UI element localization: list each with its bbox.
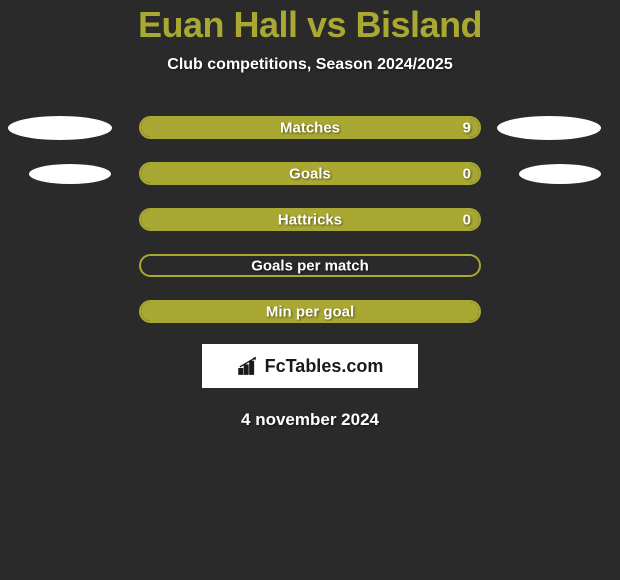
stat-value: 9: [463, 119, 471, 136]
right-ellipse-icon: [497, 116, 601, 140]
brand-logo: FcTables.com: [202, 344, 418, 388]
stat-label: Min per goal: [266, 303, 354, 320]
right-ellipse-icon: [519, 164, 601, 184]
stat-row-goals-per-match: Goals per match: [0, 254, 620, 277]
comparison-title: Euan Hall vs Bisland: [138, 4, 482, 46]
stat-bar: Hattricks 0: [139, 208, 481, 231]
stat-label: Matches: [280, 119, 340, 136]
comparison-subtitle: Club competitions, Season 2024/2025: [167, 56, 452, 74]
stat-label: Hattricks: [278, 211, 342, 228]
stat-value: 0: [463, 211, 471, 228]
stat-label: Goals: [289, 165, 331, 182]
stat-row-min-per-goal: Min per goal: [0, 300, 620, 323]
stat-bar: Min per goal: [139, 300, 481, 323]
chart-icon: [237, 356, 259, 376]
stat-bar: Goals 0: [139, 162, 481, 185]
stat-label: Goals per match: [251, 257, 369, 274]
stat-value: 0: [463, 165, 471, 182]
left-ellipse-icon: [29, 164, 111, 184]
brand-text: FcTables.com: [265, 356, 384, 377]
stats-container: Matches 9 Goals 0 Hattricks 0 Goals per …: [0, 116, 620, 323]
stat-row-goals: Goals 0: [0, 162, 620, 185]
left-ellipse-icon: [8, 116, 112, 140]
stat-row-hattricks: Hattricks 0: [0, 208, 620, 231]
stat-bar: Matches 9: [139, 116, 481, 139]
stat-row-matches: Matches 9: [0, 116, 620, 139]
date-label: 4 november 2024: [241, 410, 379, 430]
stat-bar: Goals per match: [139, 254, 481, 277]
